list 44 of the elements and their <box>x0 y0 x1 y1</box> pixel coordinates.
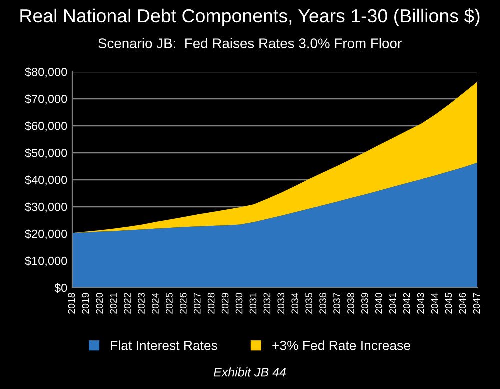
chart-title: Real National Debt Components, Years 1-30 (Billions $) <box>20 8 480 26</box>
x-tick-label: 2028 <box>208 293 215 314</box>
y-tick-label: $60,000 <box>25 121 68 132</box>
y-tick-label: $30,000 <box>25 202 68 213</box>
x-tick-label: 2022 <box>124 293 131 314</box>
x-tick-label: 2024 <box>152 293 159 314</box>
x-tick-label: 2037 <box>334 293 340 314</box>
x-tick-label: 2033 <box>278 293 285 314</box>
x-tick-label: 2038 <box>348 293 354 314</box>
x-tick-label: 2036 <box>320 293 326 314</box>
legend-label: +3% Fed Rate Increase <box>272 340 410 350</box>
x-tick-label: 2040 <box>375 293 382 314</box>
y-tick-label: $0 <box>54 283 68 293</box>
x-tick-label: 2021 <box>110 293 118 314</box>
y-tick-label: $50,000 <box>25 148 68 159</box>
text: Exhibit JB 44 <box>214 368 286 377</box>
x-tick-label: 2047 <box>473 293 480 314</box>
y-tick-label: $40,000 <box>25 175 68 186</box>
x-tick-label: 2020 <box>96 293 104 314</box>
y-tick-label: $10,000 <box>25 256 68 267</box>
chart-subtitle: Scenario JB: Fed Raises Rates 3.0% From Floor <box>98 38 402 48</box>
y-tick-label: $20,000 <box>25 229 68 240</box>
legend-label: Flat Interest Rates <box>111 340 218 350</box>
y-tick-label: $70,000 <box>25 94 68 105</box>
x-tick-label: 2019 <box>82 293 90 314</box>
x-tick-label: 2035 <box>306 293 313 314</box>
x-tick-label: 2031 <box>250 293 257 314</box>
x-tick-label: 2018 <box>68 293 76 314</box>
x-tick-label: 2030 <box>236 293 243 314</box>
x-tick-label: 2041 <box>389 293 396 314</box>
x-tick-label: 2043 <box>417 293 424 314</box>
x-tick-label: 2032 <box>264 293 271 314</box>
x-tick-label: 2045 <box>445 293 452 314</box>
x-tick-label: 2029 <box>222 293 229 314</box>
x-tick-label: 2046 <box>459 293 466 314</box>
x-tick-label: 2034 <box>292 293 299 314</box>
x-tick-label: 2025 <box>166 293 173 314</box>
x-tick-label: 2027 <box>194 293 201 314</box>
y-tick-label: $80,000 <box>25 68 68 78</box>
x-tick-label: 2026 <box>180 293 187 314</box>
x-tick-label: 2042 <box>403 293 410 314</box>
x-tick-label: 2039 <box>362 293 368 314</box>
x-tick-label: 2044 <box>431 293 438 314</box>
x-tick-label: 2023 <box>138 293 145 314</box>
